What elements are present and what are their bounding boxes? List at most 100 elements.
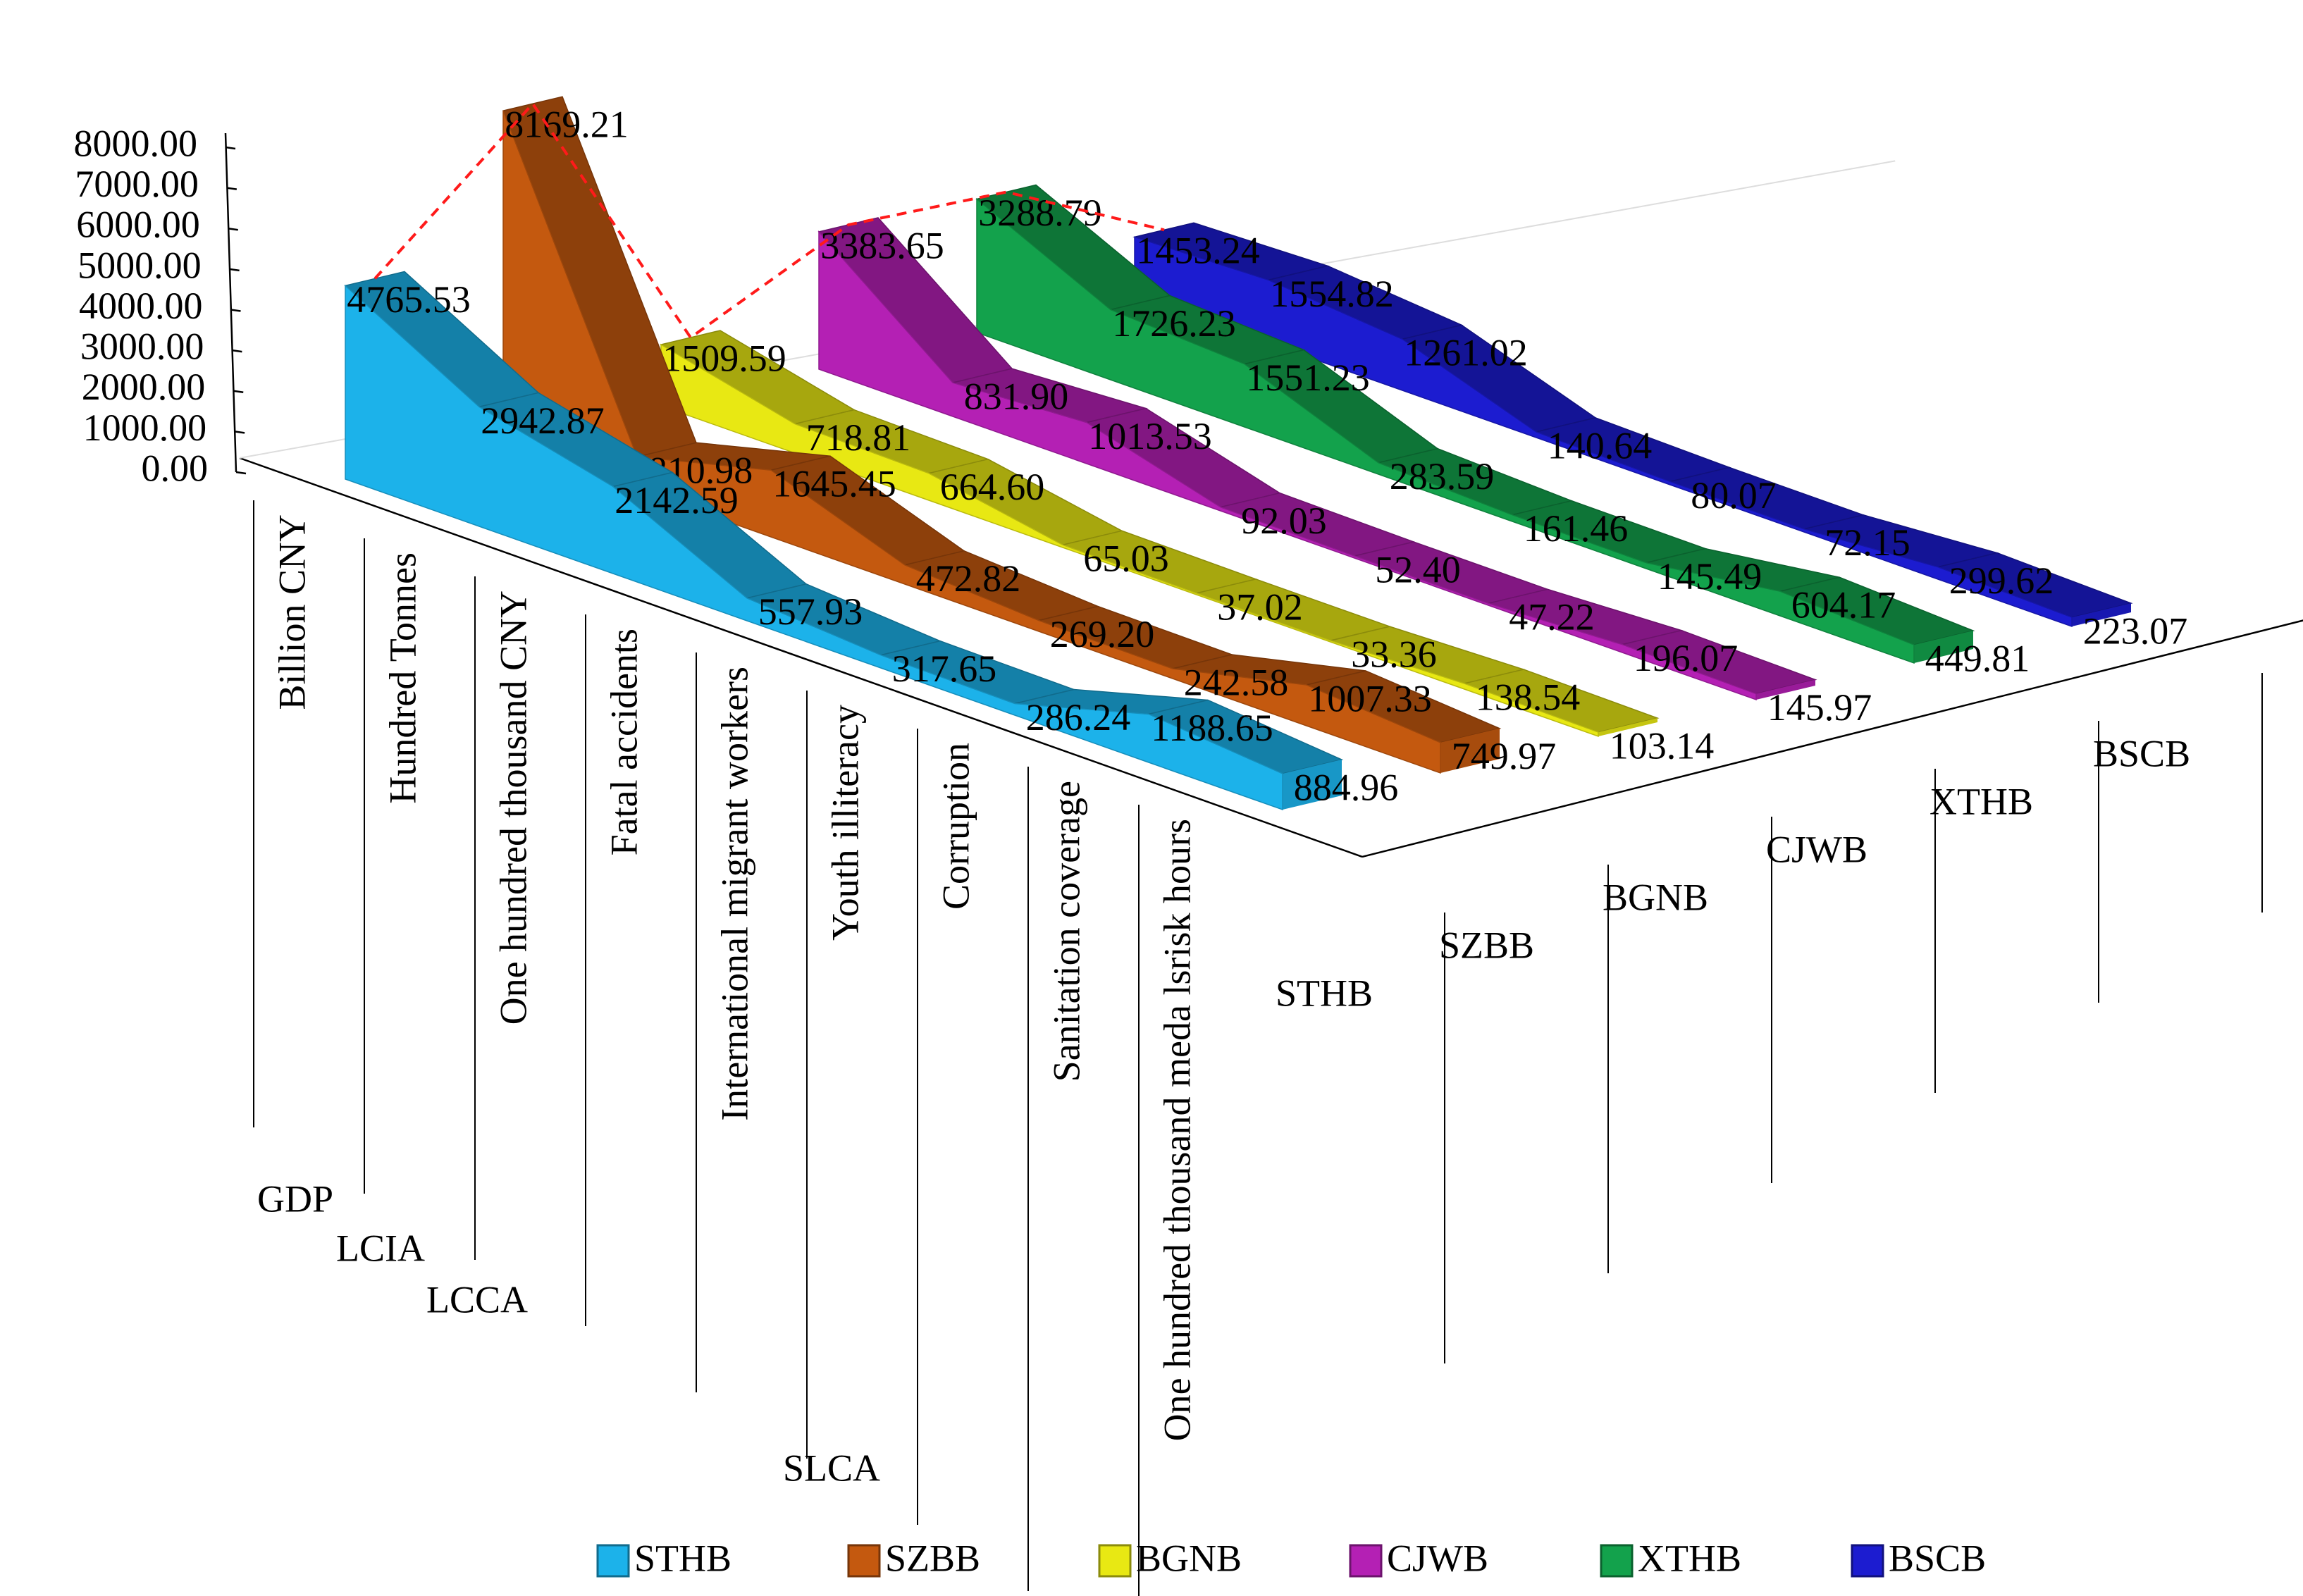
value-label: 1188.65 <box>1151 707 1273 749</box>
ribbon-front <box>660 343 1599 738</box>
value-label: 80.07 <box>1691 474 1777 516</box>
legend-swatch <box>1349 1544 1383 1578</box>
y-tick <box>226 187 237 190</box>
y-tick-label: 3000.00 <box>80 326 204 368</box>
legend-swatch <box>847 1544 881 1578</box>
value-label: 472.82 <box>916 557 1021 600</box>
value-label: 161.46 <box>1524 507 1629 550</box>
value-label: 65.03 <box>1083 538 1169 580</box>
legend-swatch <box>1851 1544 1884 1578</box>
value-label: 1453.24 <box>1136 230 1260 272</box>
group-label: LCCA <box>426 1278 528 1320</box>
value-label: 557.93 <box>758 590 863 633</box>
value-label: 37.02 <box>1217 586 1303 628</box>
value-label: 718.81 <box>806 416 911 459</box>
ribbon-end <box>2072 603 2131 626</box>
value-label: 138.54 <box>1476 676 1581 718</box>
legend-label: BGNB <box>1136 1537 1242 1579</box>
value-label: 1509.59 <box>662 337 786 379</box>
value-label: 47.22 <box>1509 596 1595 638</box>
value-label: 1007.33 <box>1308 677 1432 719</box>
value-label: 140.64 <box>1548 424 1653 466</box>
category-label: One hundred thousand CNY <box>492 590 534 1025</box>
y-tick-label: 0.00 <box>142 447 209 489</box>
y-tick <box>228 228 238 231</box>
value-label: 664.60 <box>940 466 1045 508</box>
value-label: 2942.87 <box>481 400 605 442</box>
legend-swatch <box>596 1544 630 1578</box>
value-label: 1726.23 <box>1112 302 1236 345</box>
y-tick <box>233 390 244 393</box>
value-label: 103.14 <box>1610 724 1715 767</box>
y-tick <box>234 431 245 434</box>
value-label: 4765.53 <box>347 278 471 321</box>
value-label: 145.97 <box>1767 686 1872 729</box>
y-tick-label: 5000.00 <box>78 244 202 286</box>
value-label: 223.07 <box>2083 610 2188 652</box>
ribbon-end <box>1440 728 1500 773</box>
legend-label: BSCB <box>1889 1537 1986 1579</box>
series-label: SZBB <box>1439 924 1534 966</box>
value-label: 52.40 <box>1375 548 1461 590</box>
first-value-link <box>373 101 1165 340</box>
value-label: 884.96 <box>1294 766 1399 808</box>
series-label: XTHB <box>1930 780 2033 822</box>
value-label: 1551.23 <box>1246 357 1370 399</box>
y-tick-label: 1000.00 <box>83 407 207 449</box>
category-label: International migrant workers <box>713 667 755 1121</box>
value-label: 269.20 <box>1050 613 1155 655</box>
value-label: 1554.82 <box>1270 273 1394 315</box>
ribbon <box>660 330 1660 738</box>
value-label: 299.62 <box>1949 559 2054 602</box>
y-tick <box>225 146 236 150</box>
ribbon-end <box>1914 631 1973 663</box>
ribbon-end <box>1598 718 1657 736</box>
category-label: One hundred thousand meda lsrisk hours <box>1156 819 1198 1441</box>
category-label: Youth illiteracy <box>824 705 866 941</box>
y-tick-label: 6000.00 <box>76 204 200 246</box>
floor-edge <box>239 457 1363 858</box>
legend-swatch <box>1600 1544 1634 1578</box>
category-label: Billion CNY <box>271 514 313 710</box>
value-label: 33.36 <box>1351 633 1437 675</box>
value-label: 92.03 <box>1241 500 1327 542</box>
value-label: 749.97 <box>1452 735 1557 777</box>
value-label: 2142.59 <box>615 479 739 521</box>
value-label: 1261.02 <box>1404 332 1528 374</box>
value-label: 1645.45 <box>772 463 896 505</box>
value-label: 286.24 <box>1026 696 1131 738</box>
floor-edge <box>1362 619 2303 858</box>
ribbon <box>502 96 1502 774</box>
category-label: Sanitation coverage <box>1045 781 1087 1082</box>
legend-label: XTHB <box>1638 1537 1741 1579</box>
y-axis <box>224 132 237 473</box>
category-label: Corruption <box>934 743 977 910</box>
series-label: CJWB <box>1766 828 1867 870</box>
y-tick <box>229 268 240 272</box>
y-tick-label: 2000.00 <box>82 366 206 408</box>
value-label: 145.49 <box>1657 555 1762 598</box>
value-label: 8169.21 <box>505 104 629 146</box>
y-tick <box>230 309 241 312</box>
series-label: BGNB <box>1603 876 1708 918</box>
ribbon-front <box>818 230 1757 701</box>
ribbon-front <box>976 197 1915 664</box>
legend-label: SZBB <box>885 1537 980 1579</box>
series-label: BSCB <box>2093 732 2190 774</box>
group-label: LCIA <box>336 1227 425 1269</box>
ribbon-front <box>345 284 1283 811</box>
value-label: 283.59 <box>1390 455 1495 497</box>
value-label: 831.90 <box>964 375 1069 417</box>
ribbon-front <box>1134 236 2073 628</box>
legend-swatch <box>1098 1544 1132 1578</box>
ribbon <box>817 217 1817 701</box>
category-label: Hundred Tonnes <box>381 552 424 804</box>
y-tick-label: 4000.00 <box>79 285 203 327</box>
series-label: STHB <box>1276 972 1373 1014</box>
value-label: 604.17 <box>1791 584 1896 626</box>
value-label: 196.07 <box>1634 637 1739 679</box>
value-label: 1013.53 <box>1088 415 1212 457</box>
category-label: Fatal accidents <box>603 629 645 855</box>
